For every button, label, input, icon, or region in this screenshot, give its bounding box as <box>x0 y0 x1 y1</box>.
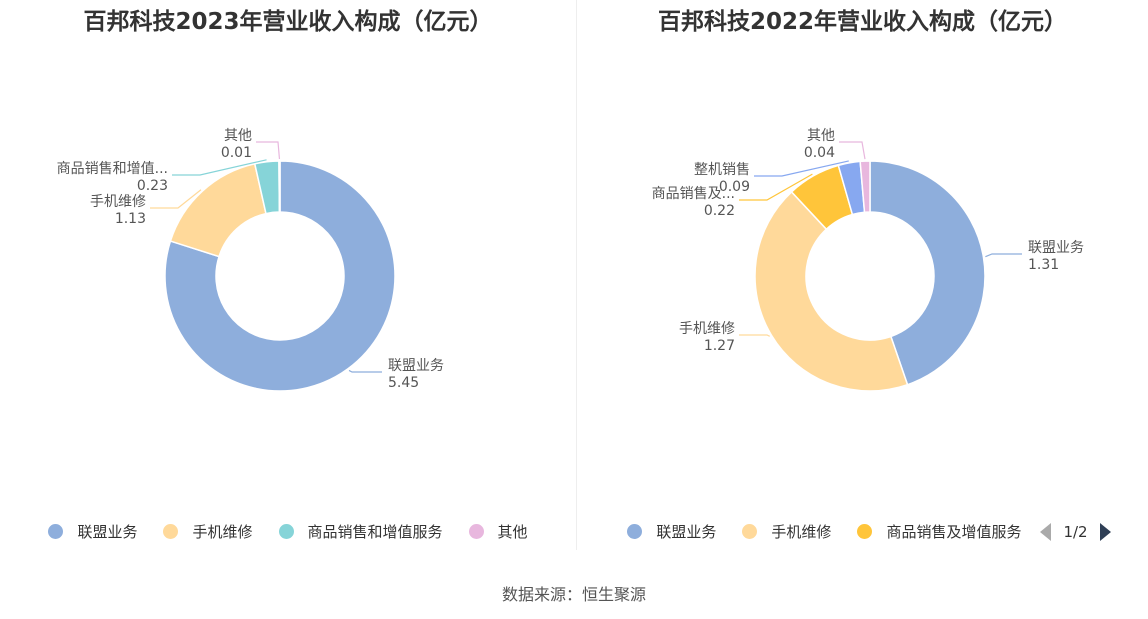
leader-line-4 <box>256 141 281 160</box>
legend-label: 手机维修 <box>192 523 253 541</box>
donut-slice-5[interactable] <box>859 160 871 214</box>
slice-value-label-1: 5.45 <box>388 375 419 391</box>
slice-name-label-2: 手机维修 <box>90 194 146 210</box>
slice-name-label-4: 其他 <box>224 128 252 144</box>
legend-dot-icon <box>163 524 179 539</box>
legend-2023: 联盟业务 手机维修 商品销售和增值服务 其他 <box>0 521 576 542</box>
legend-dot-icon <box>627 524 643 539</box>
legend-item[interactable]: 联盟业务 <box>48 521 137 542</box>
slice-value-label-1: 1.31 <box>1028 257 1059 273</box>
slice-name-label-3: 商品销售及... <box>652 186 735 202</box>
data-source: 数据来源：恒生聚源 <box>501 585 646 604</box>
legend-dot-icon <box>278 524 294 539</box>
slice-name-label-3: 商品销售和增值... <box>57 161 168 177</box>
donut-slice-2[interactable] <box>754 190 909 392</box>
leader-line-1 <box>348 369 382 373</box>
slice-name-label-1: 联盟业务 <box>388 358 444 374</box>
donut-slice-1[interactable] <box>869 160 986 386</box>
legend-item[interactable]: 手机维修 <box>163 521 253 542</box>
slice-value-label-3: 0.23 <box>137 178 168 194</box>
legend-dot-icon <box>468 524 484 539</box>
pager-page-text: 1/2 <box>1063 522 1088 541</box>
leader-line-3 <box>739 173 813 201</box>
slice-value-label-3: 0.22 <box>704 203 735 219</box>
legend-item[interactable]: 手机维修 <box>742 521 831 542</box>
chart-title-2022: 百邦科技2022年营业收入构成（亿元） <box>657 9 1067 35</box>
legend-label: 联盟业务 <box>77 523 138 541</box>
slice-value-label-2: 1.27 <box>704 338 735 354</box>
chart-panel-2023: 百邦科技2023年营业收入构成（亿元） 联盟业务 5.45 手机维修 1.13 商品销售… <box>0 0 576 555</box>
donut-slice-4[interactable] <box>278 160 281 213</box>
legend-item[interactable]: 商品销售及增值服务 <box>857 521 1021 542</box>
panel-divider <box>576 0 577 550</box>
legend-label: 联盟业务 <box>656 523 717 541</box>
legend-label: 其他 <box>497 523 528 541</box>
pager-next-icon[interactable] <box>1099 522 1111 541</box>
leader-line-2 <box>150 189 202 209</box>
legend-2022: 联盟业务 手机维修 商品销售及增值服务 1/2 <box>577 521 1148 542</box>
legend-dot-icon <box>857 524 873 539</box>
slice-name-label-4: 整机销售 <box>694 162 750 178</box>
legend-dot-icon <box>48 524 64 539</box>
pager-prev-icon[interactable] <box>1040 522 1052 541</box>
slice-value-label-5: 0.04 <box>804 145 835 161</box>
leader-line-1 <box>985 253 1022 258</box>
slice-name-label-5: 其他 <box>807 128 835 144</box>
leader-line-5 <box>839 141 866 160</box>
legend-item[interactable]: 联盟业务 <box>627 521 716 542</box>
legend-label: 手机维修 <box>771 523 832 541</box>
slice-name-label-2: 手机维修 <box>679 321 735 337</box>
chart-panel-2022: 百邦科技2022年营业收入构成（亿元） 联盟业务 1.31 手机维修 1.27 商品销售… <box>577 0 1148 555</box>
donut-slice-1[interactable] <box>164 160 396 392</box>
legend-item[interactable]: 商品销售和增值服务 <box>278 521 443 542</box>
legend-pager: 1/2 <box>1040 522 1111 541</box>
legend-item[interactable]: 其他 <box>468 521 528 542</box>
legend-dot-icon <box>742 524 758 539</box>
slice-name-label-1: 联盟业务 <box>1028 240 1084 256</box>
leader-line-2 <box>739 334 770 337</box>
donut-slice-2[interactable] <box>169 162 267 258</box>
legend-label: 商品销售和增值服务 <box>307 523 443 541</box>
chart-title-2023: 百邦科技2023年营业收入构成（亿元） <box>83 9 493 35</box>
slice-value-label-4: 0.01 <box>221 145 252 161</box>
leader-line-3 <box>172 159 267 176</box>
slice-value-label-4: 0.09 <box>719 179 750 195</box>
legend-label: 商品销售及增值服务 <box>886 523 1022 541</box>
leader-line-4 <box>754 160 849 177</box>
slice-value-label-2: 1.13 <box>115 211 146 227</box>
